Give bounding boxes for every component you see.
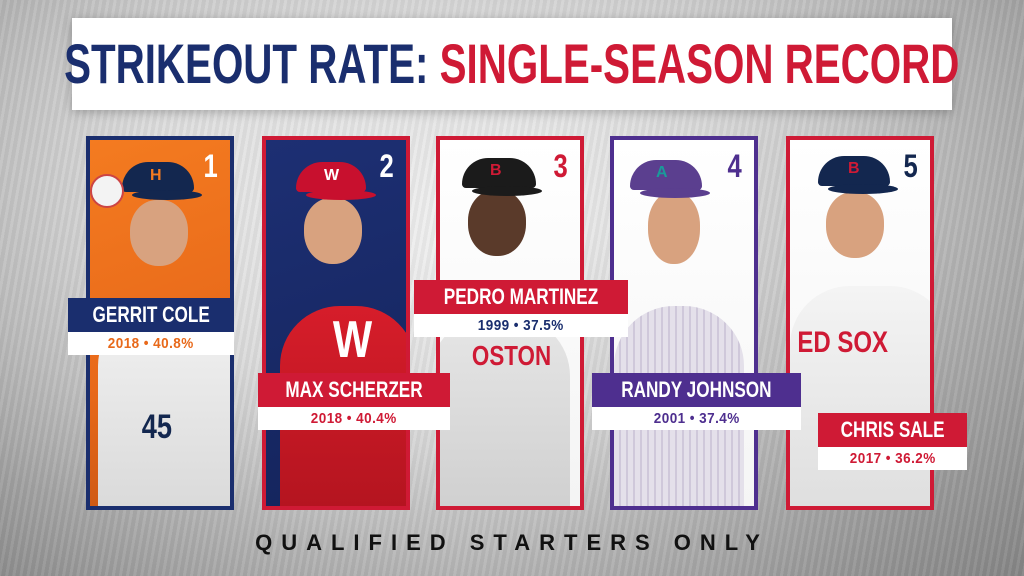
player-stat: 2018 • 40.4% <box>258 407 451 430</box>
player-stat: 2018 • 40.8% <box>68 332 235 355</box>
page-title: STRIKEOUT RATE: SINGLE-SEASON RECORD <box>64 36 959 92</box>
player-photo: A <box>614 140 754 506</box>
jersey-number: 45 <box>141 408 173 446</box>
team-logo: A <box>656 164 668 181</box>
player-photo: W W <box>266 140 406 506</box>
player-stat: 2001 • 37.4% <box>592 407 801 430</box>
player-tag-1: GERRIT COLE 2018 • 40.8% <box>68 298 235 355</box>
player-tag-5: CHRIS SALE 2017 • 36.2% <box>818 413 968 470</box>
player-name: CHRIS SALE <box>818 413 968 447</box>
player-card-1: H 45 1 <box>86 136 234 510</box>
player-stat: 2017 • 36.2% <box>818 447 968 470</box>
player-name: RANDY JOHNSON <box>592 373 801 407</box>
player-name: PEDRO MARTINEZ <box>414 280 628 314</box>
title-banner: STRIKEOUT RATE: SINGLE-SEASON RECORD <box>64 18 960 110</box>
team-logo: W <box>324 167 340 184</box>
player-name: MAX SCHERZER <box>258 373 451 407</box>
player-tag-3: PEDRO MARTINEZ 1999 • 37.5% <box>414 280 628 337</box>
player-tag-4: RANDY JOHNSON 2001 • 37.4% <box>592 373 801 430</box>
jersey-text: ED SOX <box>797 326 889 359</box>
player-stat: 1999 • 37.5% <box>414 314 628 337</box>
rank-number: 5 <box>903 148 918 184</box>
baseball <box>90 174 124 208</box>
jersey-logo: W <box>332 311 373 369</box>
footer-note: QUALIFIED STARTERS ONLY <box>255 530 769 555</box>
player-photo: H 45 <box>90 140 230 506</box>
team-logo: B <box>490 162 502 179</box>
player-card-2: W W 2 <box>262 136 410 510</box>
rank-number: 4 <box>727 148 742 184</box>
rank-number: 2 <box>379 148 394 184</box>
rank-number: 1 <box>203 148 218 184</box>
title-part-2: SINGLE-SEASON RECORD <box>439 32 960 95</box>
team-logo: H <box>150 167 162 184</box>
player-card-4: A 4 <box>610 136 758 510</box>
team-logo: B <box>848 160 860 177</box>
jersey-text: OSTON <box>471 340 552 371</box>
player-name: GERRIT COLE <box>68 298 235 332</box>
player-tag-2: MAX SCHERZER 2018 • 40.4% <box>258 373 451 430</box>
title-part-1: STRIKEOUT RATE: <box>64 32 429 95</box>
rank-number: 3 <box>553 148 568 184</box>
